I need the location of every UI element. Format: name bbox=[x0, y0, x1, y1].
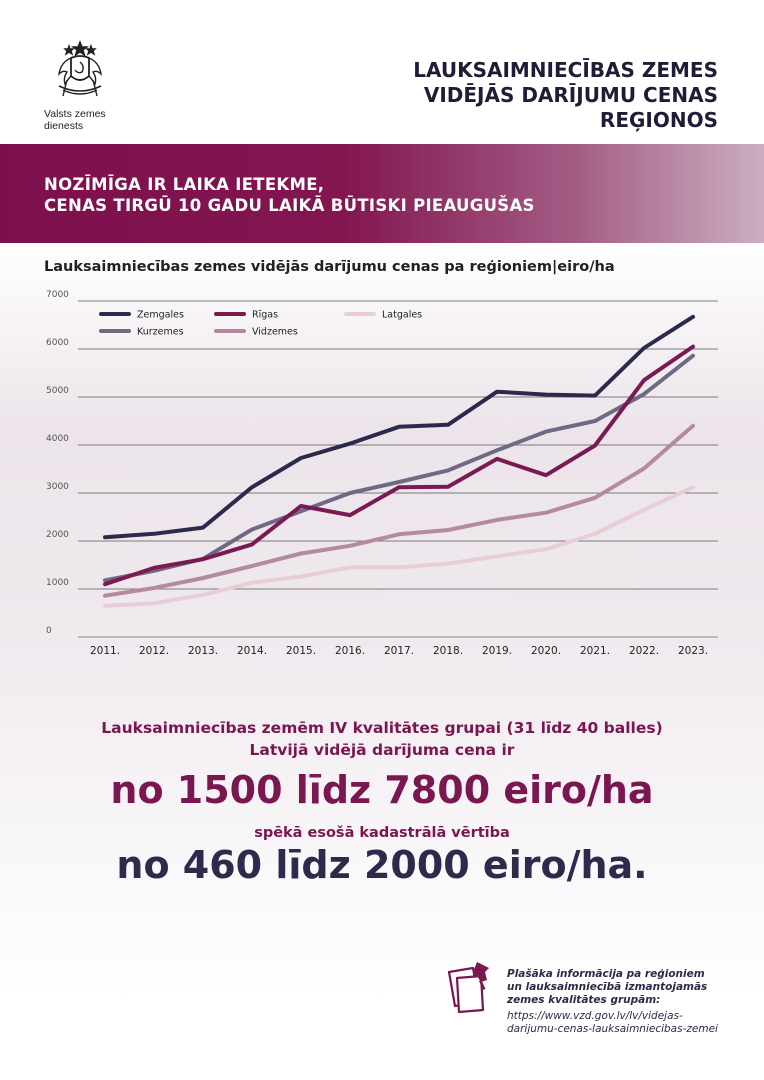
logo-text-line: dienests bbox=[44, 120, 84, 132]
y-tick-label: 0 bbox=[46, 626, 52, 636]
line-chart: 0 1000 2000 3000 4000 5000 6000 7000 2011. 2012. 2… bbox=[46, 290, 718, 657]
title-line: VIDĒJĀS DARĪJUMU CENAS bbox=[423, 83, 718, 107]
legend-label: Vidzemes bbox=[252, 327, 298, 338]
banner-line: NOZĪMĪGA IR LAIKA IETEKME, bbox=[44, 175, 325, 194]
footer-info: Plašāka informācija pa reģioniem un lauk… bbox=[507, 968, 747, 1036]
x-tick-label: 2019. bbox=[482, 645, 512, 657]
x-tick-label: 2018. bbox=[433, 645, 463, 657]
series-line-latgales bbox=[103, 485, 695, 608]
chart-title: Lauksaimniecības zemes vidējās darījumu … bbox=[44, 259, 615, 275]
x-tick-label: 2013. bbox=[188, 645, 218, 657]
footer-link[interactable]: darijumu-cenas-lauksaimniecibas-zemei bbox=[507, 1023, 718, 1035]
x-tick-label: 2011. bbox=[90, 645, 120, 657]
x-tick-label: 2016. bbox=[335, 645, 365, 657]
coat-of-arms-icon bbox=[57, 40, 103, 97]
series-line-zemgales bbox=[103, 314, 695, 540]
footer-link[interactable]: https://www.vzd.gov.lv/lv/videjas- bbox=[507, 1010, 683, 1022]
title-line: LAUKSAIMNIECĪBAS ZEMES bbox=[413, 58, 718, 82]
y-tick-label: 1000 bbox=[46, 578, 69, 588]
logo-text-line: Valsts zemes bbox=[44, 108, 106, 120]
documents-pin-icon bbox=[447, 962, 489, 1014]
series-line-vidzemes bbox=[103, 423, 695, 598]
y-tick-label: 6000 bbox=[46, 338, 69, 348]
cadastral-range-big: no 460 līdz 2000 eiro/ha. bbox=[116, 843, 648, 887]
x-tick-label: 2012. bbox=[139, 645, 169, 657]
footer-text-line: Plašāka informācija pa reģioniem bbox=[507, 968, 705, 980]
info-line: spēkā esošā kadastrālā vērtība bbox=[254, 825, 510, 841]
info-line: Lauksaimniecības zemēm IV kvalitātes gru… bbox=[101, 719, 663, 737]
legend-label: Zemgales bbox=[137, 310, 184, 321]
legend-label: Kurzemes bbox=[137, 327, 184, 338]
series-line-rīgas bbox=[103, 344, 695, 587]
y-tick-label: 2000 bbox=[46, 530, 69, 540]
x-tick-label: 2023. bbox=[678, 645, 708, 657]
title-line: REĢIONOS bbox=[599, 108, 718, 132]
y-tick-label: 3000 bbox=[46, 482, 69, 492]
footer-text-line: un lauksaimniecībā izmantojamās bbox=[507, 981, 708, 993]
x-tick-label: 2014. bbox=[237, 645, 267, 657]
banner: NOZĪMĪGA IR LAIKA IETEKME, CENAS TIRGŪ 1… bbox=[0, 144, 764, 243]
logo: Valsts zemes dienests bbox=[40, 40, 120, 132]
x-tick-label: 2022. bbox=[629, 645, 659, 657]
footer-text-line: zemes kvalitātes grupām: bbox=[507, 994, 661, 1006]
y-tick-label: 4000 bbox=[46, 434, 69, 444]
info-line: Latvijā vidējā darījuma cena ir bbox=[249, 741, 515, 759]
y-tick-label: 7000 bbox=[46, 290, 69, 300]
series-line-kurzemes bbox=[103, 353, 695, 583]
legend-label: Latgales bbox=[382, 310, 422, 321]
y-tick-label: 5000 bbox=[46, 386, 69, 396]
price-range-big: no 1500 līdz 7800 eiro/ha bbox=[110, 768, 654, 812]
x-tick-label: 2015. bbox=[286, 645, 316, 657]
page-title: LAUKSAIMNIECĪBAS ZEMES VIDĒJĀS DARĪJUMU … bbox=[288, 58, 718, 133]
x-tick-label: 2021. bbox=[580, 645, 610, 657]
legend-label: Rīgas bbox=[252, 310, 278, 321]
x-tick-label: 2017. bbox=[384, 645, 414, 657]
x-tick-label: 2020. bbox=[531, 645, 561, 657]
banner-line: CENAS TIRGŪ 10 GADU LAIKĀ BŪTISKI PIEAUG… bbox=[44, 196, 535, 215]
